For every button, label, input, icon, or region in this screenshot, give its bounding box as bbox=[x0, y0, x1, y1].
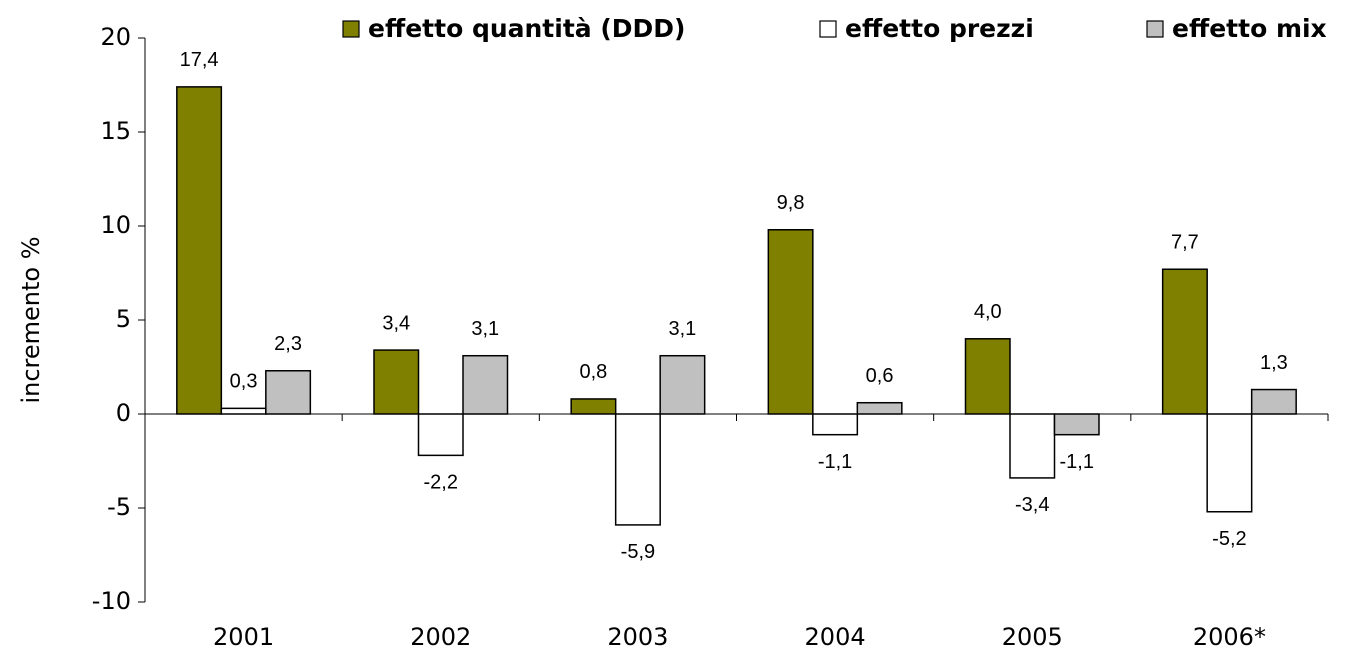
value-label: 0,8 bbox=[580, 361, 608, 383]
bar bbox=[176, 86, 223, 415]
bar bbox=[767, 229, 814, 415]
bar bbox=[964, 338, 1011, 415]
bar bbox=[1053, 413, 1100, 436]
value-label: -5,9 bbox=[621, 541, 655, 563]
value-label: 17,4 bbox=[180, 49, 219, 71]
x-tick-label: 2006* bbox=[1193, 623, 1266, 651]
bar bbox=[417, 413, 464, 457]
x-tick-label: 2002 bbox=[410, 623, 471, 651]
value-label: 0,6 bbox=[866, 365, 894, 387]
legend-swatch bbox=[819, 20, 837, 38]
bar bbox=[373, 349, 420, 415]
value-label: 3,1 bbox=[471, 318, 499, 340]
x-tick-label: 2004 bbox=[805, 623, 866, 651]
value-label: -1,1 bbox=[818, 451, 852, 473]
value-label: 3,4 bbox=[382, 312, 410, 334]
x-tick-label: 2005 bbox=[1002, 623, 1063, 651]
y-tick-label: -5 bbox=[107, 493, 131, 521]
legend-swatch bbox=[342, 20, 360, 38]
x-tick-label: 2001 bbox=[213, 623, 274, 651]
legend-label: effetto mix bbox=[1172, 14, 1327, 43]
value-label: 0,3 bbox=[230, 371, 258, 393]
y-tick-label: 10 bbox=[100, 211, 131, 239]
y-tick-label: 0 bbox=[116, 399, 131, 427]
value-label: 2,3 bbox=[274, 333, 302, 355]
legend-label: effetto prezzi bbox=[845, 14, 1034, 43]
bar bbox=[614, 413, 661, 526]
bar bbox=[1250, 388, 1297, 415]
value-label: 3,1 bbox=[669, 318, 697, 340]
value-label: -3,4 bbox=[1015, 494, 1049, 516]
y-tick-label: -10 bbox=[92, 587, 131, 615]
value-label: 7,7 bbox=[1171, 232, 1199, 254]
legend-label: effetto quantità (DDD) bbox=[368, 14, 685, 43]
value-label: 4,0 bbox=[974, 301, 1002, 323]
bar bbox=[265, 370, 312, 415]
value-label: 1,3 bbox=[1260, 352, 1288, 374]
y-tick-label: 5 bbox=[116, 305, 131, 333]
y-tick-label: 15 bbox=[100, 117, 131, 145]
x-tick-label: 2003 bbox=[607, 623, 668, 651]
value-label: -5,2 bbox=[1212, 528, 1246, 550]
value-label: -1,1 bbox=[1060, 451, 1094, 473]
bar bbox=[1161, 268, 1208, 415]
value-label: -2,2 bbox=[424, 472, 458, 494]
bar bbox=[462, 354, 509, 415]
bar bbox=[220, 407, 267, 415]
bar bbox=[856, 401, 903, 415]
legend-swatch bbox=[1146, 20, 1164, 38]
bar bbox=[812, 413, 859, 436]
bar bbox=[1206, 413, 1253, 513]
y-tick-label: 20 bbox=[100, 23, 131, 51]
y-axis-label: incremento % bbox=[17, 236, 45, 403]
value-label: 9,8 bbox=[777, 192, 805, 214]
bar bbox=[570, 398, 617, 415]
bar bbox=[659, 354, 706, 415]
bar bbox=[1009, 413, 1056, 479]
